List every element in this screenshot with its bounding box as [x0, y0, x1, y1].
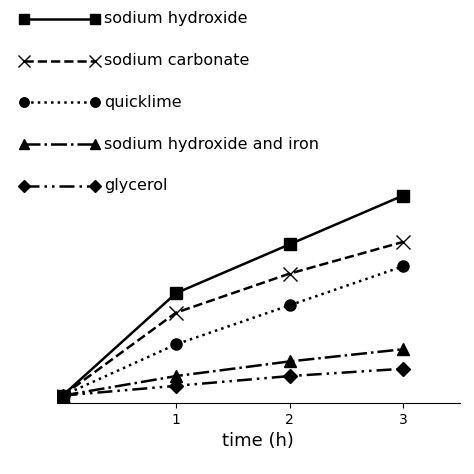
sodium hydroxide and iron	[400, 346, 406, 352]
glycerol	[173, 383, 179, 389]
glycerol	[60, 393, 65, 399]
sodium carbonate	[287, 271, 292, 276]
glycerol	[400, 366, 406, 372]
sodium hydroxide	[400, 193, 406, 199]
quicklime	[287, 302, 292, 308]
sodium hydroxide and iron	[173, 373, 179, 379]
quicklime	[400, 264, 406, 269]
sodium hydroxide and iron	[287, 359, 292, 365]
Line: glycerol: glycerol	[58, 364, 408, 401]
glycerol	[287, 373, 292, 379]
X-axis label: time (h): time (h)	[222, 432, 294, 450]
sodium carbonate	[400, 239, 406, 245]
Text: quicklime: quicklime	[104, 95, 182, 110]
Line: sodium carbonate: sodium carbonate	[55, 235, 410, 402]
Text: sodium carbonate: sodium carbonate	[104, 53, 250, 68]
quicklime	[60, 393, 65, 399]
Text: glycerol: glycerol	[104, 178, 168, 193]
Line: sodium hydroxide: sodium hydroxide	[57, 190, 409, 401]
Line: sodium hydroxide and iron: sodium hydroxide and iron	[57, 344, 409, 401]
sodium hydroxide	[173, 290, 179, 296]
sodium hydroxide and iron	[60, 393, 65, 399]
quicklime	[173, 342, 179, 347]
sodium hydroxide	[287, 242, 292, 247]
Line: quicklime: quicklime	[57, 261, 409, 401]
sodium carbonate	[173, 310, 179, 316]
sodium hydroxide	[60, 393, 65, 399]
sodium carbonate	[60, 393, 65, 399]
Text: sodium hydroxide and iron: sodium hydroxide and iron	[104, 137, 319, 152]
Text: sodium hydroxide: sodium hydroxide	[104, 11, 248, 27]
